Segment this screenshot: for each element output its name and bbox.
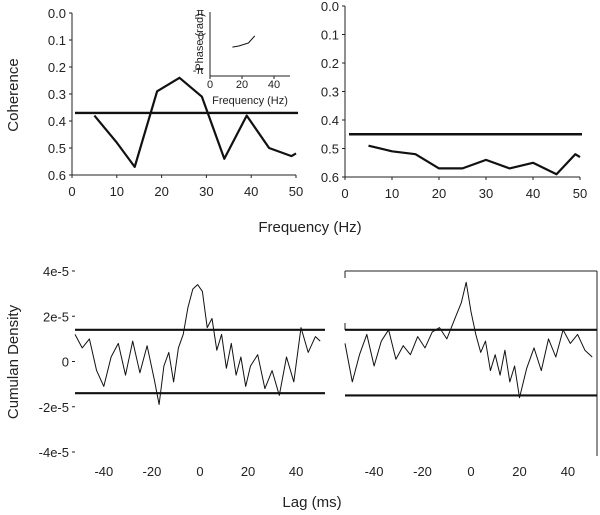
coh-left-ytick-label: 0.2 <box>48 60 66 75</box>
phase-inset-ytick-label: π <box>196 7 204 19</box>
coh-right-xtick-label: 30 <box>479 186 493 201</box>
coh-left-xtick-label: 30 <box>199 184 213 199</box>
cum-right-xtick-label: 20 <box>512 464 526 479</box>
coh-right-ytick-label: 0.1 <box>321 28 339 43</box>
coh-left-xtick-label: 50 <box>289 184 303 199</box>
top-xlabel: Frequency (Hz) <box>258 219 361 236</box>
cum-left-series-line <box>74 284 321 405</box>
coh-right-ytick-label: 0.3 <box>321 85 339 100</box>
cum-left-xtick-label: -40 <box>94 464 113 479</box>
coh-left-ytick-label: 0.3 <box>48 87 66 102</box>
cum-left-xtick-label: -20 <box>143 464 162 479</box>
bottom-ylabel: Cumulan Density <box>5 304 22 419</box>
cum-right-xtick-label: 40 <box>561 464 575 479</box>
coh-right-xtick-label: 40 <box>526 186 540 201</box>
coh-right-series-line <box>368 144 581 176</box>
coh-right-ytick-label: 0.2 <box>321 56 339 71</box>
phase-inset-ytick-label: -π <box>193 65 205 77</box>
phase-inset-xtick-label: 40 <box>268 79 280 91</box>
cum-right-xtick-label: -20 <box>413 464 432 479</box>
phase-inset-ylabel: Phase (rad) <box>194 13 206 70</box>
cum-left-xtick-label: 0 <box>196 464 203 479</box>
cum-right-xtick-label: -40 <box>365 464 384 479</box>
coh-right-ytick-label: 0.6 <box>321 170 339 185</box>
cum-right-series-line <box>344 281 593 399</box>
cum-left-ytick-label: -2e-5 <box>39 400 69 415</box>
coh-left-ytick-label: 0.0 <box>48 6 66 21</box>
phase-inset-xlabel: Frequency (Hz) <box>212 95 288 107</box>
coh-left-xtick-label: 20 <box>154 184 168 199</box>
coh-right-xtick-label: 10 <box>385 186 399 201</box>
coh-left-ytick-label: 0.5 <box>48 141 66 156</box>
coh-right-ytick-label: 0.5 <box>321 142 339 157</box>
phase-inset-xtick-label: 0 <box>207 79 213 91</box>
cum-left-ytick-label: 0 <box>62 355 69 370</box>
cum-left-ytick-label: 4e-5 <box>43 264 69 279</box>
coh-right-xtick-label: 50 <box>573 186 587 201</box>
bottom-xlabel: Lag (ms) <box>282 494 341 511</box>
coh-left-ytick-label: 0.1 <box>48 33 66 48</box>
coh-left-xtick-label: 40 <box>244 184 258 199</box>
phase-inset-xtick-label: 20 <box>236 79 248 91</box>
coh-right-xtick-label: 0 <box>341 186 348 201</box>
coh-right-ytick-label: 0.4 <box>321 113 339 128</box>
coh-left-ytick-label: 0.4 <box>48 114 66 129</box>
coh-left-xtick-label: 0 <box>68 184 75 199</box>
cum-left-xtick-label: 40 <box>289 464 303 479</box>
cum-left-ytick-label: -4e-5 <box>39 445 69 460</box>
phase-inset-ytick-label: 0 <box>198 31 204 43</box>
coh-left-xtick-label: 10 <box>110 184 124 199</box>
cum-right-xtick-label: 0 <box>467 464 474 479</box>
phase-inset-series-line <box>232 35 256 48</box>
coh-right-ytick-label: 0.0 <box>321 0 339 14</box>
cum-left-xtick-label: 20 <box>241 464 255 479</box>
coh-left-ytick-label: 0.6 <box>48 168 66 183</box>
cum-left-ytick-label: 2e-5 <box>43 309 69 324</box>
top-ylabel: Coherence <box>5 58 22 131</box>
coh-left-series-line <box>93 76 297 168</box>
coh-right-xtick-label: 20 <box>432 186 446 201</box>
